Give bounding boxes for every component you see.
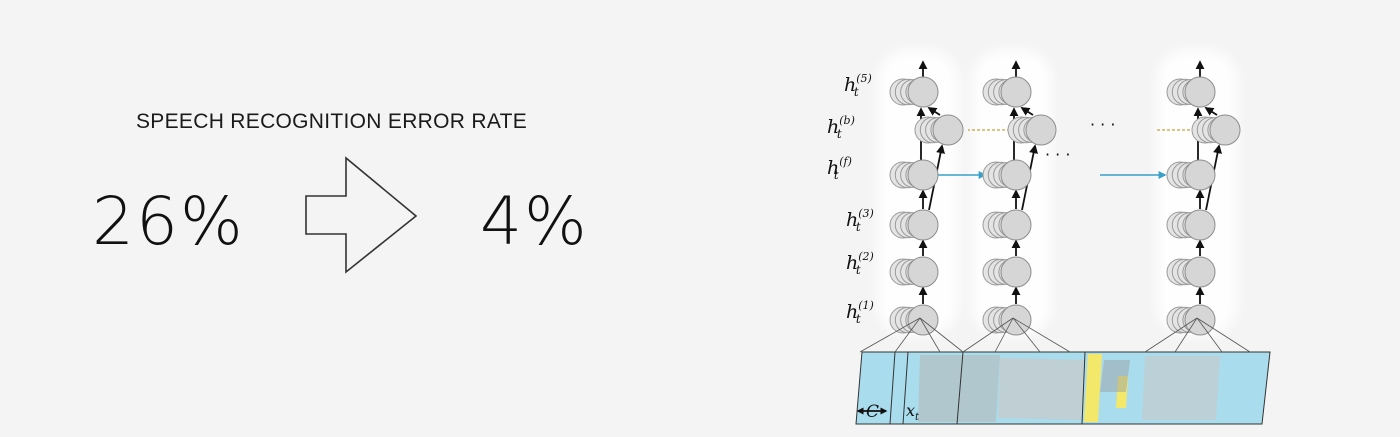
layer-label-2: h(f) t: [827, 155, 852, 182]
backward-to-top-arrow: [1020, 107, 1034, 116]
node-stack-c2-r1: [1166, 159, 1216, 191]
before-error-rate: 26%: [92, 183, 245, 260]
node-stack-c1-r3: [982, 256, 1032, 288]
node-stack-backward-c0: [914, 114, 964, 146]
right-arrow-icon: [305, 156, 418, 274]
backward-to-top-arrow: [1204, 107, 1218, 116]
node-stack-c0-r1: [889, 159, 939, 191]
node-stack-c1-r1: [982, 159, 1032, 191]
after-error-rate: 4%: [480, 183, 589, 260]
node-stack-c2-r2: [1166, 209, 1216, 241]
chart-heading: SPEECH RECOGNITION ERROR RATE: [136, 110, 528, 133]
ellipsis-mid: · · ·: [1045, 145, 1070, 164]
node-stack-c0-r4: [889, 304, 939, 336]
node-stack-c1-r4: [982, 304, 1032, 336]
node-stack-c2-r3: [1166, 256, 1216, 288]
node-stack-c1-r0: [982, 76, 1032, 108]
node-stack-backward-c2: [1191, 114, 1241, 146]
nodes: [889, 76, 1241, 336]
node-stack-c1-r2: [982, 209, 1032, 241]
node-stack-c2-r0: [1166, 76, 1216, 108]
layer-label-3: h(3) t: [846, 207, 874, 234]
layer-label-5: h(1) t: [846, 299, 874, 326]
layer-labels: h(5) t h(b) t h(f) t h(3) t h(2) t h(1) t: [827, 72, 874, 326]
context-label: C: [866, 402, 879, 422]
node-stack-c0-r2: [889, 209, 939, 241]
layer-label-0: h(5) t: [844, 72, 872, 99]
node-stack-backward-c1: [1007, 114, 1057, 146]
backward-to-top-arrow: [927, 107, 941, 116]
node-stack-c2-r4: [1166, 304, 1216, 336]
deep-rnn-diagram: h(5) t h(b) t h(f) t h(3) t h(2) t h(1) t · · · · ·…: [827, 50, 1271, 425]
spectrogram: C xt: [855, 317, 1271, 425]
layer-label-4: h(2) t: [846, 250, 874, 277]
node-stack-c0-r3: [889, 256, 939, 288]
connections: [916, 60, 1222, 304]
input-label: xt: [906, 401, 920, 423]
layer-label-1: h(b) t: [827, 114, 855, 141]
ellipsis-top: · · ·: [1090, 115, 1115, 134]
node-stack-c0-r0: [889, 76, 939, 108]
